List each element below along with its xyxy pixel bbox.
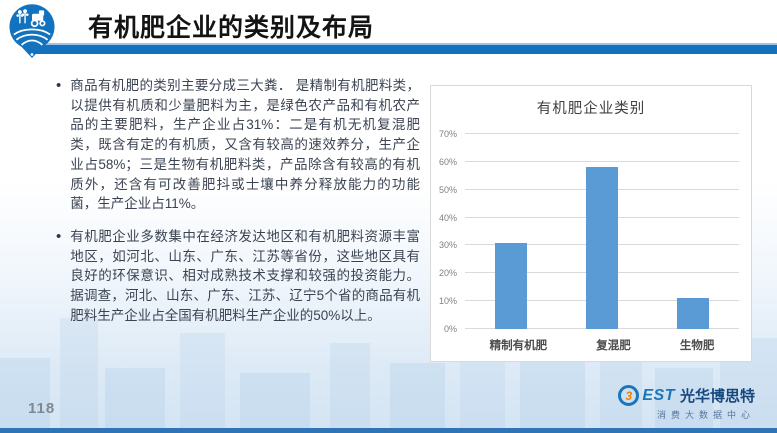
- brand-est-text: EST: [642, 386, 675, 404]
- chart-title: 有机肥企业类别: [536, 101, 646, 117]
- y-tick-label: 20%: [438, 268, 457, 279]
- bar-精制有机肥: [494, 242, 527, 329]
- brand-subtitle: 消费大数据中心: [656, 410, 755, 420]
- brand-logo: 3 EST 光华博思特 消费大数据中心: [618, 385, 755, 421]
- chart-y-axis-labels: 0% 10% 20% 30% 40% 50% 60% 70%: [431, 129, 462, 334]
- bullet-dot: •: [56, 77, 62, 94]
- brand-circle-icon: 3: [618, 385, 640, 406]
- y-tick-label: 60%: [438, 156, 457, 167]
- gridline: [465, 133, 739, 134]
- x-tick-label: 精制有机肥: [489, 340, 548, 352]
- gridline: [465, 160, 739, 162]
- y-tick-label: 40%: [438, 212, 457, 223]
- bullet-text: 商品有机肥的类别主要分成三大粪． 是精制有机肥料类，以提供有机质和少量肥料为主，…: [70, 78, 420, 212]
- header-accent-bar: [28, 43, 777, 54]
- page-title: 有机肥企业的类别及布局: [88, 14, 375, 42]
- chart-bars: [465, 134, 739, 329]
- page-number: 118: [28, 400, 56, 417]
- brand-circle-glyph: 3: [625, 388, 633, 403]
- bar-复混肥: [585, 167, 618, 329]
- y-tick-label: 50%: [438, 184, 457, 195]
- bullet-text: 有机肥企业多数集中在经济发达地区和有机肥料资源丰富地区，如河北、山东、广东、江苏…: [70, 228, 420, 323]
- bar-生物肥: [677, 298, 710, 329]
- x-tick-label: 生物肥: [679, 340, 715, 352]
- bullet-item: • 商品有机肥的类别主要分成三大粪． 是精制有机肥料类，以提供有机质和少量肥料为主…: [56, 76, 420, 214]
- bullet-dot: •: [56, 227, 62, 245]
- y-tick-label: 0%: [443, 324, 457, 334]
- brand-name: 光华博思特: [679, 388, 755, 405]
- y-tick-label: 30%: [438, 240, 457, 251]
- bullet-item: • 有机肥企业多数集中在经济发达地区和有机肥料资源丰富地区，如河北、山东、广东、江…: [56, 227, 420, 326]
- chart-x-axis-labels: 精制有机肥 复混肥 生物肥: [465, 337, 739, 353]
- bullet-list: • 商品有机肥的类别主要分成三大粪． 是精制有机肥料类，以提供有机质和少量肥料为主…: [56, 76, 420, 338]
- agriculture-pin-icon: [9, 4, 55, 58]
- y-tick-label: 10%: [438, 296, 457, 307]
- x-tick-label: 复混肥: [596, 340, 631, 352]
- bottom-accent-strip: [0, 428, 777, 433]
- chart-panel: 有机肥企业类别 0% 10% 20% 30% 40% 50% 60% 70% 精制有机肥 复混肥…: [430, 85, 752, 362]
- chart-plot: [465, 133, 739, 329]
- y-tick-label: 70%: [438, 129, 457, 139]
